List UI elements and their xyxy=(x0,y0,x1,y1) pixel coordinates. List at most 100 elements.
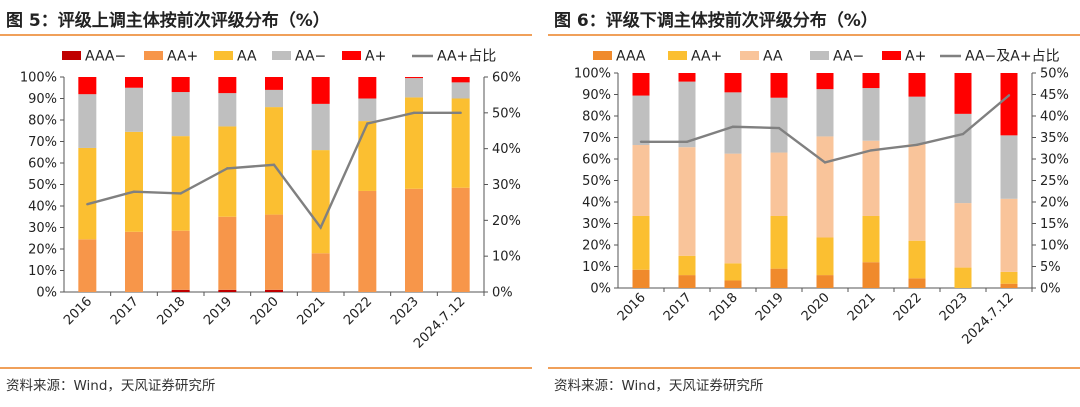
bar-segment xyxy=(171,289,190,292)
bar-segment xyxy=(265,289,283,292)
bar-segment xyxy=(632,145,650,216)
chart-title: 图 6：评级下调主体按前次评级分布（%） xyxy=(554,11,878,31)
y-left-tick-label: 90% xyxy=(582,88,611,103)
bar-segment xyxy=(265,89,283,108)
bar-segment xyxy=(632,269,650,288)
bar-segment xyxy=(358,77,377,99)
bar-segment xyxy=(78,94,97,148)
line-point xyxy=(777,126,781,130)
y-right-tick-label: 30% xyxy=(1040,153,1069,168)
legend-swatch xyxy=(62,51,81,60)
bar-segment xyxy=(265,107,283,215)
bar-segment xyxy=(632,215,650,270)
legend: AAA− AA+ AA AA− A+ AA+占比 xyxy=(62,49,496,65)
bar-segment xyxy=(908,143,926,241)
y-left-tick-label: 10% xyxy=(582,260,611,275)
legend-label: AAA− xyxy=(85,49,126,65)
bar-segment xyxy=(724,153,742,264)
legend-label: AA xyxy=(237,49,257,65)
bar-segment xyxy=(218,216,237,290)
line-point xyxy=(639,140,643,143)
bar-segment xyxy=(451,82,470,99)
x-tick-label: 2019 xyxy=(201,294,235,328)
bar-segment xyxy=(451,187,470,292)
title-divider xyxy=(0,34,532,36)
bar-segment xyxy=(405,188,423,292)
x-tick-label: 2023 xyxy=(937,290,971,324)
bar-segment xyxy=(171,230,190,290)
line-point xyxy=(1007,94,1011,97)
bar-segment xyxy=(78,147,97,240)
bar-segment xyxy=(770,73,788,98)
bar-segment xyxy=(816,275,834,288)
bar-segment xyxy=(311,103,330,151)
bar-segment xyxy=(171,77,190,93)
bar-segment xyxy=(816,237,834,276)
bar-segment xyxy=(816,136,834,238)
line-point xyxy=(319,226,322,229)
x-tick-label: 2017 xyxy=(108,294,142,328)
legend-label: AA−及A+占比 xyxy=(965,49,1060,65)
legend-swatch xyxy=(144,51,163,60)
y-left-tick-label: 40% xyxy=(28,200,57,215)
y-right-tick-label: 40% xyxy=(492,142,521,157)
source-divider xyxy=(0,367,532,369)
x-tick-label: 2021 xyxy=(294,294,328,328)
chart-panel-right: 图 6：评级下调主体按前次评级分布（%） 0% 10% 20% 30% 40% 50% 60… xyxy=(548,0,1080,407)
line-point xyxy=(915,143,919,147)
bar-segment xyxy=(770,97,788,153)
legend-label: AA+ xyxy=(691,49,722,65)
legend-swatch xyxy=(342,51,361,60)
y-right-tick-label: 50% xyxy=(1040,67,1069,82)
bar-segment xyxy=(1000,73,1018,136)
bar-segment xyxy=(451,77,470,83)
bar-segment xyxy=(171,92,190,137)
bar-segment xyxy=(125,77,143,88)
legend-label: AA− xyxy=(833,49,864,65)
x-tick-label: 2016 xyxy=(615,290,649,324)
line-point xyxy=(731,125,735,128)
y-right-tick-label: 10% xyxy=(492,250,521,265)
y-left-tick-label: 100% xyxy=(574,67,611,82)
bar-segment xyxy=(862,215,880,263)
y-left-tick-label: 90% xyxy=(28,92,57,107)
x-tick-label: 2020 xyxy=(799,290,833,324)
line-point xyxy=(132,190,136,193)
source-divider xyxy=(548,367,1080,369)
source-note: 资料来源：Wind，天风证券研究所 xyxy=(6,378,216,394)
y-right-tick-label: 20% xyxy=(1040,196,1069,211)
x-tick-label: 2018 xyxy=(154,294,188,328)
y-right-tick-label: 45% xyxy=(1040,88,1069,103)
y-left-tick-label: 60% xyxy=(28,157,57,172)
bar-segment xyxy=(954,113,972,204)
bar-segment xyxy=(405,77,423,79)
y-left-tick-label: 80% xyxy=(28,114,57,129)
legend-swatch xyxy=(214,51,233,60)
legend-label: AA+ xyxy=(167,49,198,65)
legend-swatch xyxy=(810,51,829,60)
bar-segment xyxy=(405,97,423,189)
x-tick-label: 2023 xyxy=(388,294,422,328)
line-point xyxy=(86,203,89,206)
bar-segment xyxy=(1000,198,1018,272)
y-right-tick-label: 0% xyxy=(1040,282,1061,297)
bar-segment xyxy=(218,126,237,217)
legend-swatch xyxy=(740,51,759,60)
legend: AAA AA+ AA AA− A+ AA−及A+占比 xyxy=(593,49,1060,65)
y-left-tick-label: 50% xyxy=(28,178,57,193)
bar-segment xyxy=(678,275,696,288)
bar-segment xyxy=(405,78,423,98)
title-divider xyxy=(548,34,1080,36)
bar-segment xyxy=(311,77,330,104)
bar-segment xyxy=(265,77,283,90)
bar-segment xyxy=(678,81,696,148)
legend-swatch xyxy=(593,51,612,60)
bar-segment xyxy=(125,231,143,292)
y-right-tick-label: 50% xyxy=(492,106,521,121)
y-left-tick-label: 20% xyxy=(28,243,57,258)
bar-segment xyxy=(218,93,237,127)
bar-segment xyxy=(311,150,330,254)
y-left-tick-label: 100% xyxy=(20,71,57,86)
bar-segment xyxy=(1000,271,1018,284)
bar-segment xyxy=(816,73,834,90)
